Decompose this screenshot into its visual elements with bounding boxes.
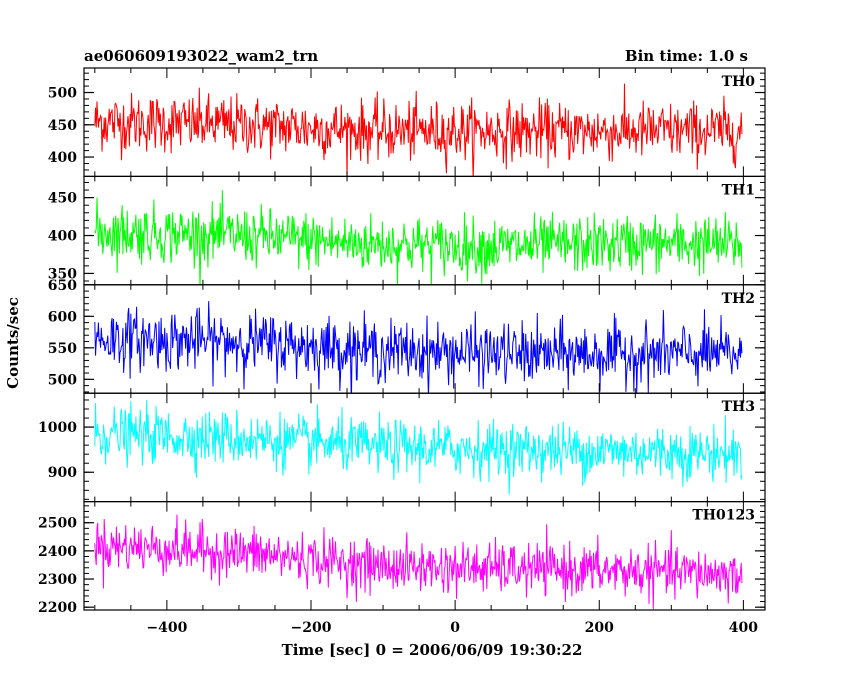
panel-label: TH0123 xyxy=(692,508,755,524)
series-line-th3 xyxy=(94,400,743,495)
y-tick-label: 2200 xyxy=(38,600,77,616)
panel-label: TH2 xyxy=(722,291,755,307)
panel-th2: 500 550 600 650 TH2 xyxy=(48,278,766,394)
panel-th0123: 2200 2300 2400 2500 TH0123 xyxy=(38,501,766,616)
y-tick-label: 450 xyxy=(48,191,77,207)
panel-th1: 350 400 450 TH1 xyxy=(48,175,766,286)
y-tick-label: 2500 xyxy=(38,516,77,532)
panel-label: TH0 xyxy=(722,74,756,90)
y-tick-label: 2300 xyxy=(38,572,77,588)
x-tick-label: 400 xyxy=(729,620,758,636)
y-tick-label: 2400 xyxy=(38,544,77,560)
panel-th0: 400 450 500 TH0 xyxy=(48,67,766,178)
panel-th3: 900 1000 TH3 xyxy=(38,392,766,503)
y-tick-label: 900 xyxy=(48,465,77,481)
series-line-th2 xyxy=(94,301,743,394)
x-tick-label: 200 xyxy=(585,620,614,636)
panels-group: 400 450 500 TH0 350 400 450 TH1 500 550 600 650 TH2 9… xyxy=(38,67,766,616)
series-line-th1 xyxy=(94,190,743,285)
y-tick-label: 550 xyxy=(48,341,77,357)
y-tick-label: 400 xyxy=(48,150,77,166)
y-tick-label: 1000 xyxy=(38,420,77,436)
y-tick-label: 500 xyxy=(48,372,77,388)
y-tick-label: 350 xyxy=(48,266,77,282)
y-tick-label: 500 xyxy=(48,86,77,102)
series-line-th0123 xyxy=(94,514,743,610)
panel-frame xyxy=(83,501,766,611)
x-tick-label: 0 xyxy=(450,620,460,636)
panel-label: TH1 xyxy=(722,182,755,198)
x-axis-label: Time [sec] 0 = 2006/06/09 19:30:22 xyxy=(282,641,583,659)
y-axis-label: Counts/sec xyxy=(4,297,22,389)
chart-title: ae060609193022_wam2_trn xyxy=(84,47,318,65)
series-line-th0 xyxy=(94,83,743,177)
y-tick-label: 600 xyxy=(48,309,77,325)
y-tick-label: 650 xyxy=(48,278,77,294)
x-tick-label: −400 xyxy=(146,620,187,636)
x-axis: −400 −200 0 200 400 xyxy=(146,620,758,636)
x-tick-label: −200 xyxy=(291,620,332,636)
y-tick-label: 450 xyxy=(48,118,77,134)
bin-time-label: Bin time: 1.0 s xyxy=(625,47,748,65)
panel-label: TH3 xyxy=(722,399,755,415)
y-tick-label: 400 xyxy=(48,229,77,245)
